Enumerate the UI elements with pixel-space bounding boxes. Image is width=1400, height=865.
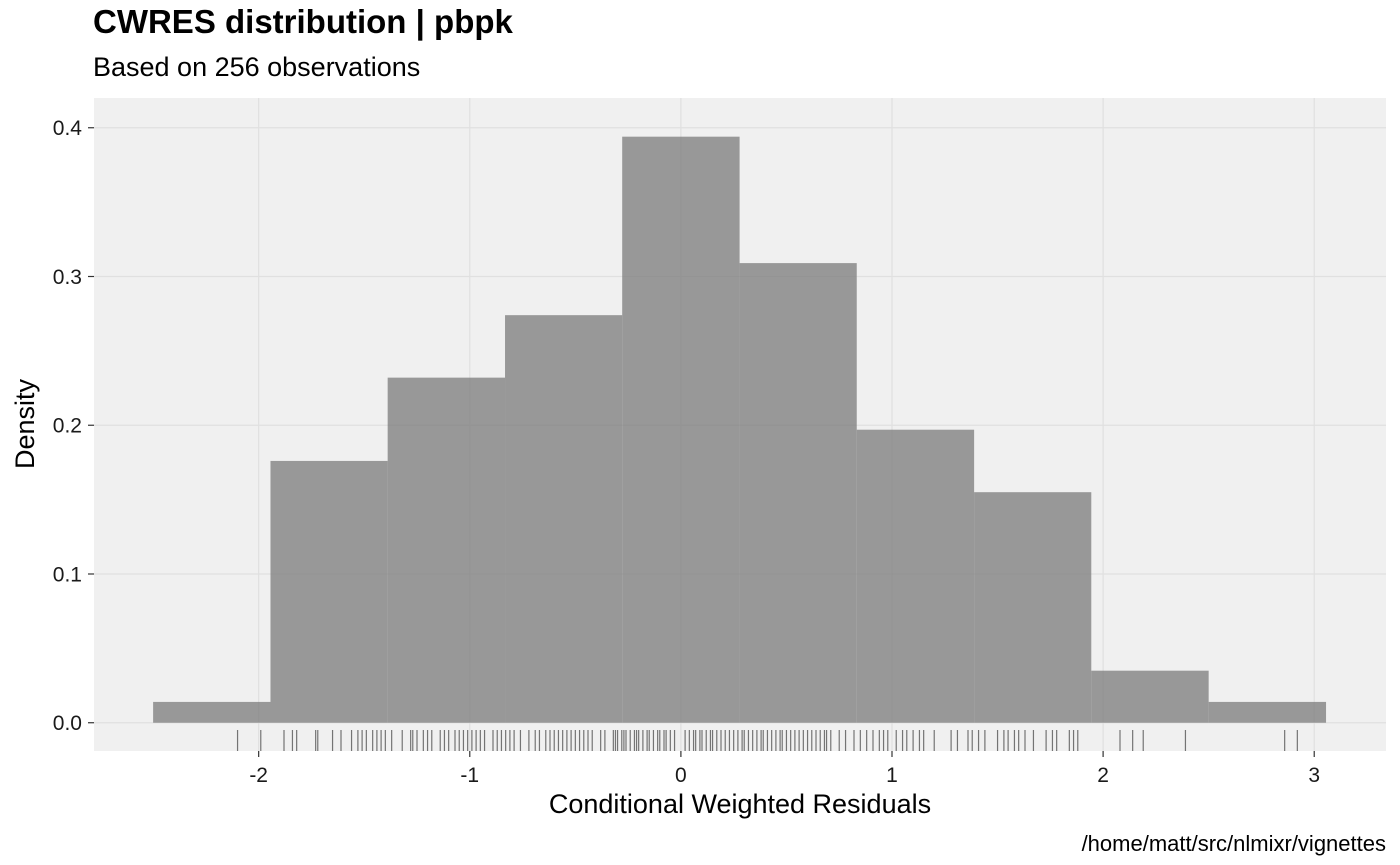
histogram-bar-1 xyxy=(270,460,388,723)
rug-marks xyxy=(236,730,1298,751)
histogram-bar-9 xyxy=(1208,701,1327,723)
y-axis: 0.0 0.1 0.2 0.3 0.4 xyxy=(53,117,94,735)
x-tick-label-4: 2 xyxy=(1097,764,1109,787)
histogram-bar-6 xyxy=(856,429,975,723)
histogram-bar-5 xyxy=(739,263,857,723)
y-tick-label-4: 0.4 xyxy=(53,117,83,140)
x-tick-label-2: 0 xyxy=(675,764,687,787)
histogram-bar-4 xyxy=(622,136,740,723)
histogram-bar-8 xyxy=(1091,670,1209,723)
histogram-bar-3 xyxy=(505,315,623,723)
x-tick-label-0: -2 xyxy=(249,764,268,787)
chart-caption: /home/matt/src/nlmixr/vignettes xyxy=(1082,831,1386,856)
histogram-bar-0 xyxy=(153,701,271,723)
chart-subtitle: Based on 256 observations xyxy=(93,52,420,82)
chart-title: CWRES distribution | pbpk xyxy=(93,3,514,40)
x-axis: -2 -1 0 1 2 3 xyxy=(249,751,1320,787)
x-tick-label-1: -1 xyxy=(460,764,479,787)
y-tick-label-1: 0.1 xyxy=(53,563,82,586)
histogram-bar-2 xyxy=(387,377,506,723)
histogram-bar-7 xyxy=(974,492,1092,723)
x-tick-label-5: 3 xyxy=(1308,764,1320,787)
histogram-bars xyxy=(153,136,1327,723)
y-tick-label-0: 0.0 xyxy=(53,712,82,735)
y-tick-label-3: 0.3 xyxy=(53,266,82,289)
y-axis-title: Density xyxy=(10,378,40,469)
y-tick-label-2: 0.2 xyxy=(53,415,82,438)
x-axis-title: Conditional Weighted Residuals xyxy=(549,789,931,819)
x-tick-label-3: 1 xyxy=(886,764,898,787)
